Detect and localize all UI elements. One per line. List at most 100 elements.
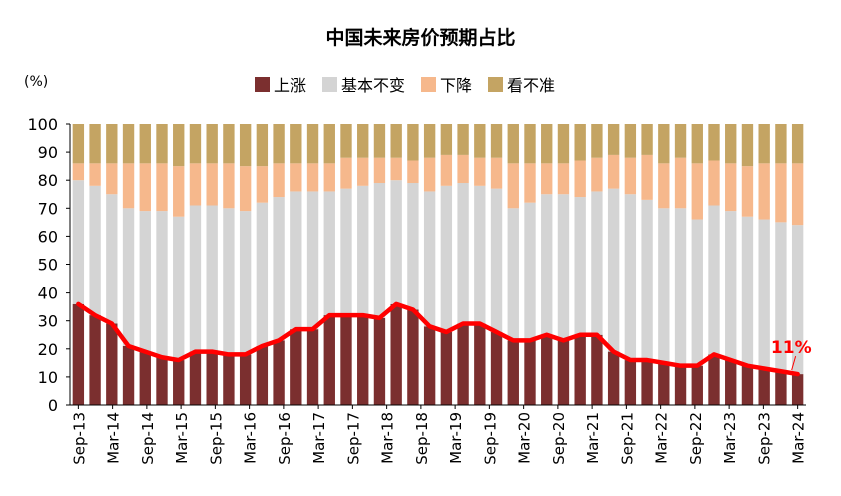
x-tick-label: Sep-22	[687, 412, 705, 465]
bar-segment-flat	[206, 205, 218, 352]
x-tick-label: Sep-15	[207, 412, 225, 465]
bar-segment-up	[89, 315, 101, 405]
bar-segment-down	[407, 160, 419, 184]
bar-segment-down	[340, 157, 352, 189]
bar-segment-unsure	[340, 124, 352, 158]
y-tick-label: 80	[38, 171, 58, 190]
bar-segment-unsure	[273, 124, 285, 164]
legend-swatch-unsure	[488, 76, 504, 92]
bar-segment-down	[440, 154, 453, 186]
x-tick-label: Sep-21	[618, 412, 636, 465]
bar-segment-unsure	[691, 124, 703, 164]
bar-segment-up	[423, 326, 436, 405]
bar-segment-down	[775, 163, 787, 223]
line-series-up	[76, 301, 800, 377]
bar-segment-unsure	[574, 124, 586, 161]
bar-segment-flat	[122, 208, 135, 346]
bar-segment-up	[524, 340, 536, 405]
bar-segment-unsure	[490, 124, 503, 158]
x-tick-label: Mar-23	[721, 412, 739, 464]
bar-segment-up	[122, 345, 135, 405]
bar-segment-unsure	[357, 124, 369, 158]
legend-item-flat: 基本不变	[322, 72, 405, 96]
bar-segment-up	[658, 362, 670, 405]
y-tick-label: 0	[48, 396, 58, 415]
bar-segment-down	[641, 154, 653, 200]
bar-segment-down	[541, 163, 553, 195]
bar-segment-up	[490, 331, 503, 405]
y-tick-label: 70	[38, 199, 58, 218]
legend-label-unsure: 看不准	[507, 76, 556, 95]
bar-segment-unsure	[323, 124, 335, 164]
x-tick-label: Mar-17	[310, 412, 328, 464]
bar-segment-flat	[557, 194, 570, 341]
legend-swatch-up	[255, 76, 270, 92]
x-tick-label: Mar-15	[173, 412, 191, 464]
bar-segment-up	[507, 340, 519, 405]
bar-segment-down	[591, 157, 603, 192]
bar-segment-up	[457, 323, 469, 405]
bar-segment-up	[306, 329, 319, 405]
bar-segment-unsure	[306, 124, 319, 164]
bar-segment-down	[106, 163, 118, 195]
bar-segment-down	[457, 154, 469, 184]
bar-segment-up	[290, 329, 302, 405]
y-axis-unit: (%)	[24, 74, 49, 90]
bar-segment-unsure	[741, 124, 754, 167]
bar-segment-unsure	[223, 124, 235, 164]
bar-segment-up	[189, 351, 202, 405]
bar-segment-unsure	[541, 124, 553, 164]
bar-segment-up	[440, 331, 453, 405]
bar-segment-up	[239, 354, 252, 405]
x-tick-label: Mar-20	[516, 412, 534, 464]
x-tick-label: Mar-14	[105, 412, 123, 464]
bar-segment-flat	[440, 185, 453, 332]
x-tick-label: Mar-18	[379, 412, 397, 464]
bar-segment-unsure	[591, 124, 603, 158]
bar-segment-flat	[139, 211, 151, 352]
bar-segment-down	[691, 163, 703, 220]
y-tick-label: 10	[38, 368, 58, 387]
bar-segment-up	[106, 323, 118, 405]
bar-segment-unsure	[423, 124, 436, 158]
bar-segment-down	[524, 163, 536, 203]
bar-segment-unsure	[440, 124, 453, 155]
bar-segment-flat	[423, 191, 436, 327]
bar-segment-unsure	[173, 124, 185, 167]
bar-segment-down	[373, 157, 386, 184]
bar-segment-flat	[624, 194, 637, 361]
bar-segment-flat	[323, 191, 335, 316]
bar-segment-flat	[407, 183, 419, 310]
bar-segment-unsure	[674, 124, 687, 158]
bar-segment-up	[273, 340, 285, 405]
legend-swatch-flat	[322, 76, 338, 92]
bar-segment-unsure	[290, 124, 302, 164]
bar-segment-up	[674, 365, 687, 405]
bar-segment-down	[708, 160, 720, 206]
bar-segment-up	[206, 351, 218, 405]
bar-segment-flat	[256, 202, 269, 346]
x-tick-label: Sep-17	[344, 412, 362, 465]
legend-label-up: 上涨	[274, 76, 307, 95]
bar-segment-down	[239, 166, 252, 212]
legend-swatch-down	[421, 76, 437, 92]
annotation-label: 11%	[771, 338, 812, 358]
bar-segment-unsure	[658, 124, 670, 164]
y-tick-label: 50	[38, 256, 58, 275]
bar-segment-unsure	[725, 124, 737, 164]
bar-segment-down	[474, 157, 486, 186]
bar-segment-unsure	[775, 124, 787, 164]
x-tick-label: Sep-18	[413, 412, 431, 465]
bar-segment-down	[122, 163, 135, 209]
x-tick-label: Sep-20	[550, 412, 568, 465]
bar-segment-unsure	[189, 124, 202, 164]
bar-segment-unsure	[758, 124, 770, 164]
chart-title: 中国未来房价预期占比	[325, 27, 516, 49]
bar-segment-down	[173, 166, 185, 217]
bar-segment-flat	[691, 219, 703, 366]
bar-segment-down	[741, 166, 754, 217]
bar-segment-up	[407, 309, 419, 405]
bar-segment-up	[156, 357, 168, 405]
legend-item-down: 下降	[421, 72, 472, 96]
x-tick-label: Mar-24	[790, 412, 808, 464]
